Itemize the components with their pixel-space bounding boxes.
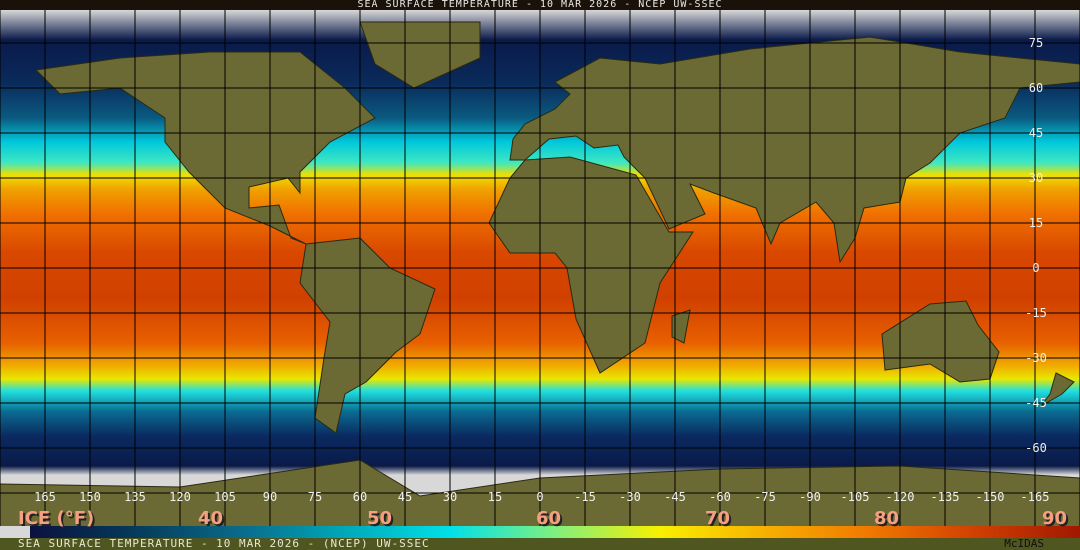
longitude-label: 90 xyxy=(263,490,277,504)
map-title: SEA SURFACE TEMPERATURE - 10 MAR 2026 - … xyxy=(0,0,1080,10)
longitude-label: 150 xyxy=(79,490,101,504)
longitude-label: -165 xyxy=(1021,490,1050,504)
world-sst-map: 165 150 135 120 105 90 75 60 45 30 15 0 -15 -30 -45 -60… xyxy=(0,10,1080,538)
longitude-label: 30 xyxy=(443,490,457,504)
colorbar-label-80: 80 xyxy=(874,508,900,529)
longitude-label: 45 xyxy=(398,490,412,504)
longitude-label: -120 xyxy=(886,490,915,504)
longitude-label: 105 xyxy=(214,490,236,504)
mcidas-credit: McIDAS xyxy=(1004,537,1044,550)
latitude-label: 0 xyxy=(1032,261,1039,275)
longitude-label: -15 xyxy=(574,490,596,504)
colorbar-label-90: 90 xyxy=(1042,508,1068,529)
longitude-label: 75 xyxy=(308,490,322,504)
eurasia-landmass xyxy=(509,36,1080,264)
longitude-label: 60 xyxy=(353,490,367,504)
longitude-label: -90 xyxy=(799,490,821,504)
australia-landmass xyxy=(881,300,1000,383)
latitude-label: 45 xyxy=(1029,126,1043,140)
madagascar-landmass xyxy=(671,309,691,344)
latitude-label: -15 xyxy=(1025,306,1047,320)
latitude-label: -30 xyxy=(1025,351,1047,365)
latitude-label: 15 xyxy=(1029,216,1043,230)
longitude-label: -45 xyxy=(664,490,686,504)
longitude-label: 15 xyxy=(488,490,502,504)
longitude-label: -105 xyxy=(841,490,870,504)
colorbar-label-40: 40 xyxy=(198,508,224,529)
colorbar-label-60: 60 xyxy=(536,508,562,529)
colorbar-label-50: 50 xyxy=(367,508,393,529)
temperature-colorbar xyxy=(30,526,1080,538)
latitude-label: -45 xyxy=(1025,396,1047,410)
longitude-label: -30 xyxy=(619,490,641,504)
footer-bar: SEA SURFACE TEMPERATURE - 10 MAR 2026 - … xyxy=(0,538,1080,550)
new-zealand-landmass xyxy=(1040,372,1075,407)
latitude-label: 75 xyxy=(1029,36,1043,50)
north-america-landmass xyxy=(34,51,376,245)
latitude-label: 60 xyxy=(1029,81,1043,95)
south-america-landmass xyxy=(299,237,436,434)
longitude-label: -135 xyxy=(931,490,960,504)
longitude-label: -60 xyxy=(709,490,731,504)
latitude-label: 30 xyxy=(1029,171,1043,185)
longitude-label: 0 xyxy=(536,490,543,504)
longitude-label: 135 xyxy=(124,490,146,504)
longitude-label: -150 xyxy=(976,490,1005,504)
colorbar-label-70: 70 xyxy=(705,508,731,529)
longitude-label: 165 xyxy=(34,490,56,504)
latitude-label: -60 xyxy=(1025,441,1047,455)
footer-caption: SEA SURFACE TEMPERATURE - 10 MAR 2026 - … xyxy=(18,537,430,550)
longitude-label: 120 xyxy=(169,490,191,504)
colorbar-unit-label: ICE (°F) xyxy=(18,508,95,529)
longitude-label: -75 xyxy=(754,490,776,504)
